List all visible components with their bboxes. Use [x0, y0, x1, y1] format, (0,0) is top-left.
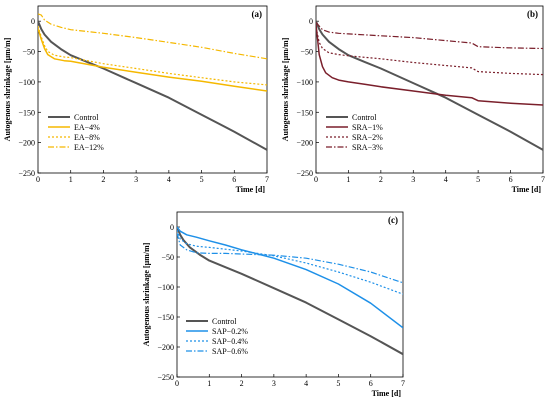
x-tick-label: 4	[304, 379, 308, 388]
y-tick-label: −50	[161, 253, 174, 262]
y-tick-label: 0	[309, 17, 313, 26]
x-tick-label: 2	[240, 379, 244, 388]
x-axis-label: Time [d]	[236, 185, 266, 194]
x-tick-label: 7	[265, 175, 269, 184]
y-axis-label: Autogenous shrinkage [μm/m]	[142, 242, 151, 346]
legend-label: SAP−0.2%	[212, 327, 248, 336]
x-tick-label: 0	[175, 379, 179, 388]
x-tick-label: 5	[336, 379, 340, 388]
y-tick-label: −100	[296, 78, 313, 87]
series-line-2	[316, 27, 543, 76]
x-tick-label: 0	[36, 175, 40, 184]
x-tick-label: 3	[411, 175, 415, 184]
legend-label: EA−8%	[74, 133, 100, 142]
series-line-1	[177, 226, 403, 329]
x-tick-label: 1	[69, 175, 73, 184]
series-line-0	[38, 20, 267, 151]
chart-panel-1: 0 1 2 3 4 5 6 7 0 −50 −100 −150 −200 −250 Time [d] Auto…	[281, 5, 545, 194]
legend-label: Control	[74, 113, 99, 122]
legend-label: Control	[352, 113, 377, 122]
y-tick-label: −150	[157, 313, 174, 322]
x-tick-label: 7	[541, 175, 545, 184]
panel-label: (b)	[527, 9, 538, 19]
x-tick-label: 3	[272, 379, 276, 388]
x-axis-label: Time [d]	[512, 185, 542, 194]
legend-label: SRA−1%	[352, 123, 383, 132]
x-tick-label: 1	[346, 175, 350, 184]
series-line-1	[316, 24, 543, 106]
y-axis-label: Autogenous shrinkage [μm/m]	[3, 37, 12, 141]
y-tick-label: −250	[18, 169, 35, 178]
panel-label: (a)	[252, 9, 263, 19]
y-tick-label: −200	[296, 139, 313, 148]
y-tick-label: −100	[18, 78, 35, 87]
legend-label: EA−4%	[74, 123, 100, 132]
y-axis-label: Autogenous shrinkage [μm/m]	[281, 37, 290, 141]
x-tick-label: 0	[314, 175, 318, 184]
legend-label: SAP−0.4%	[212, 337, 248, 346]
x-tick-label: 4	[167, 175, 171, 184]
y-tick-label: −50	[22, 48, 35, 57]
y-tick-label: −100	[157, 283, 174, 292]
y-tick-label: −200	[157, 343, 174, 352]
series-line-2	[177, 229, 403, 295]
series-line-1	[38, 28, 267, 92]
plot-frame	[315, 5, 544, 174]
chart-panel-0: 0 1 2 3 4 5 6 7 0 −50 −100 −150 −200 −250 Time [d] Auto…	[3, 5, 269, 194]
x-tick-label: 5	[200, 175, 204, 184]
x-axis-label: Time [d]	[372, 389, 402, 398]
x-tick-label: 1	[207, 379, 211, 388]
series-line-3	[316, 22, 543, 50]
series-line-0	[316, 20, 543, 151]
y-tick-label: −50	[300, 48, 313, 57]
x-tick-label: 2	[101, 175, 105, 184]
legend-label: SAP−0.6%	[212, 347, 248, 356]
y-tick-label: 0	[170, 223, 174, 232]
x-tick-label: 3	[134, 175, 138, 184]
x-tick-label: 7	[401, 379, 405, 388]
x-tick-label: 6	[369, 379, 373, 388]
legend-label: SRA−2%	[352, 133, 383, 142]
y-tick-label: −200	[18, 139, 35, 148]
plot-frame	[37, 5, 268, 174]
chart-panel-2: 0 1 2 3 4 5 6 7 0 −50 −100 −150 −200 −250 Time [d] Auto…	[142, 211, 405, 398]
series-line-0	[177, 226, 403, 356]
y-tick-label: −150	[296, 108, 313, 117]
x-tick-label: 6	[232, 175, 236, 184]
x-tick-label: 4	[444, 175, 448, 184]
series-line-3	[38, 13, 267, 60]
y-tick-label: −250	[296, 169, 313, 178]
plot-frame	[176, 211, 404, 378]
x-tick-label: 5	[476, 175, 480, 184]
panel-label: (c)	[388, 215, 398, 225]
legend-label: SRA−3%	[352, 143, 383, 152]
y-tick-label: 0	[31, 17, 35, 26]
x-tick-label: 6	[509, 175, 513, 184]
series-line-2	[38, 25, 267, 86]
legend-label: EA−12%	[74, 143, 104, 152]
x-tick-label: 2	[379, 175, 383, 184]
y-tick-label: −250	[157, 373, 174, 382]
y-tick-label: −150	[18, 108, 35, 117]
legend-label: Control	[212, 317, 237, 326]
